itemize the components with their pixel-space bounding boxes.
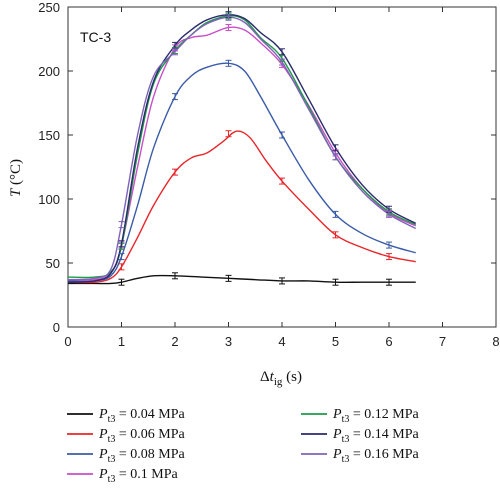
error-bar [172,48,178,56]
error-bars [118,11,392,286]
legend-label-1: Pt3 = 0.06 MPa [98,427,185,445]
x-axis-label: Δtig (s) [260,369,302,388]
error-bar [118,253,125,261]
error-bar [225,13,232,21]
y-tick-label: 150 [38,128,60,143]
error-bar [118,240,125,248]
error-bar [386,241,392,249]
x-tick-label: 2 [171,334,178,349]
legend-label-2: Pt3 = 0.08 MPa [98,447,185,465]
error-bar [279,277,285,285]
error-bar [172,93,178,101]
x-tick-label: 1 [118,334,125,349]
error-bar [225,59,232,67]
legend: Pt3 = 0.04 MPa Pt3 = 0.06 MPa Pt3 = 0.08 M… [67,407,419,485]
error-bar [279,58,285,66]
chart-annotation: TC-3 [80,29,111,45]
error-bar [118,221,125,229]
error-bar [172,168,178,176]
x-tick-label: 6 [385,334,392,349]
error-bar [279,177,285,185]
series-line-0 [67,274,416,285]
series-line-4 [67,15,417,279]
series-line-6 [67,16,417,281]
error-bar [332,153,339,161]
error-bar [118,278,125,286]
error-bar [332,210,339,218]
y-tick-label: 0 [53,320,60,335]
axis-ticks: 0 1 2 3 4 5 6 7 8 0 50 100 150 200 250 [38,0,499,349]
legend-label-0: Pt3 = 0.04 MPa [98,407,185,425]
y-tick-label: 200 [38,64,60,79]
y-tick-label: 250 [38,0,60,15]
x-tick-label: 7 [439,334,446,349]
error-bar [386,210,392,218]
legend-label-5: Pt3 = 0.14 MPa [332,427,419,445]
error-bar [279,48,285,56]
legend-label-4: Pt3 = 0.12 MPa [332,407,419,425]
error-bar [279,131,285,139]
y-tick-label: 100 [38,192,60,207]
error-bar [386,253,392,261]
error-bar [172,272,178,280]
x-tick-label: 5 [332,334,339,349]
error-bar [225,23,232,31]
y-tick-label: 50 [46,256,60,271]
error-bar [225,274,232,282]
x-tick-label: 8 [492,334,499,349]
y-axis-label: T (°C) [8,159,24,197]
error-bar [225,130,232,138]
error-bar [386,278,392,286]
error-bar [332,231,339,239]
x-tick-label: 0 [64,334,71,349]
x-tick-label: 4 [278,334,285,349]
error-bar [118,263,125,271]
legend-label-3: Pt3 = 0.1 MPa [98,467,178,485]
legend-label-6: Pt3 = 0.16 MPa [332,447,419,465]
x-tick-label: 3 [225,334,232,349]
error-bar [332,144,339,152]
error-bar [332,278,339,286]
